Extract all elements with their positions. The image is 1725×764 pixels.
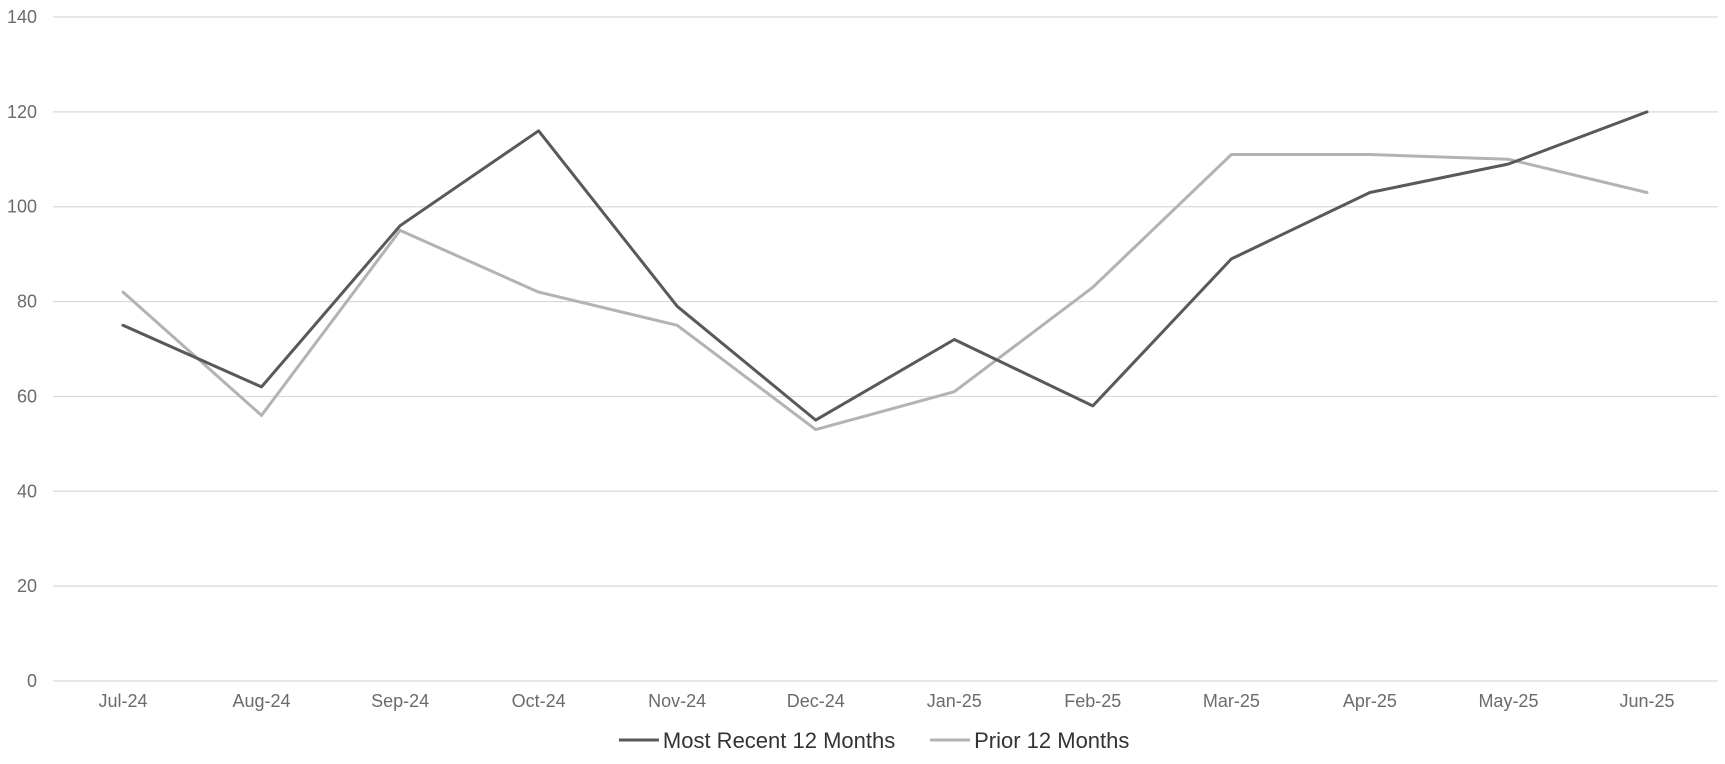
legend: Most Recent 12 Months Prior 12 Months [618,728,1129,753]
legend-item-most-recent: Most Recent 12 Months [618,728,895,753]
x-tick-label: Feb-25 [1064,691,1121,711]
y-tick-label: 120 [7,102,37,122]
y-axis-tick-labels: 0 20 40 60 80 100 120 140 [7,7,37,691]
y-tick-label: 60 [17,386,37,406]
y-tick-label: 100 [7,197,37,217]
x-tick-label: Jun-25 [1619,691,1674,711]
legend-item-prior: Prior 12 Months [930,728,1129,753]
y-tick-label: 140 [7,7,37,27]
y-tick-label: 40 [17,481,37,501]
y-tick-label: 0 [27,671,37,691]
x-tick-label: May-25 [1478,691,1538,711]
x-tick-label: Jul-24 [98,691,147,711]
series-line-prior [121,153,1649,432]
x-tick-label: Dec-24 [787,691,845,711]
y-tick-label: 80 [17,292,37,312]
x-tick-label: Jan-25 [927,691,982,711]
legend-label: Most Recent 12 Months [663,728,895,753]
x-tick-label: Mar-25 [1203,691,1260,711]
x-tick-label: Oct-24 [512,691,566,711]
x-tick-label: Apr-25 [1343,691,1397,711]
y-tick-label: 20 [17,576,37,596]
series-line-most-recent [121,110,1649,422]
legend-label: Prior 12 Months [974,728,1129,753]
x-tick-label: Aug-24 [233,691,291,711]
series-lines [121,110,1649,432]
x-tick-label: Sep-24 [371,691,429,711]
y-gridlines [53,16,1718,682]
x-axis-tick-labels: Jul-24 Aug-24 Sep-24 Oct-24 Nov-24 Dec-24 Jan-… [98,691,1674,711]
x-tick-label: Nov-24 [648,691,706,711]
